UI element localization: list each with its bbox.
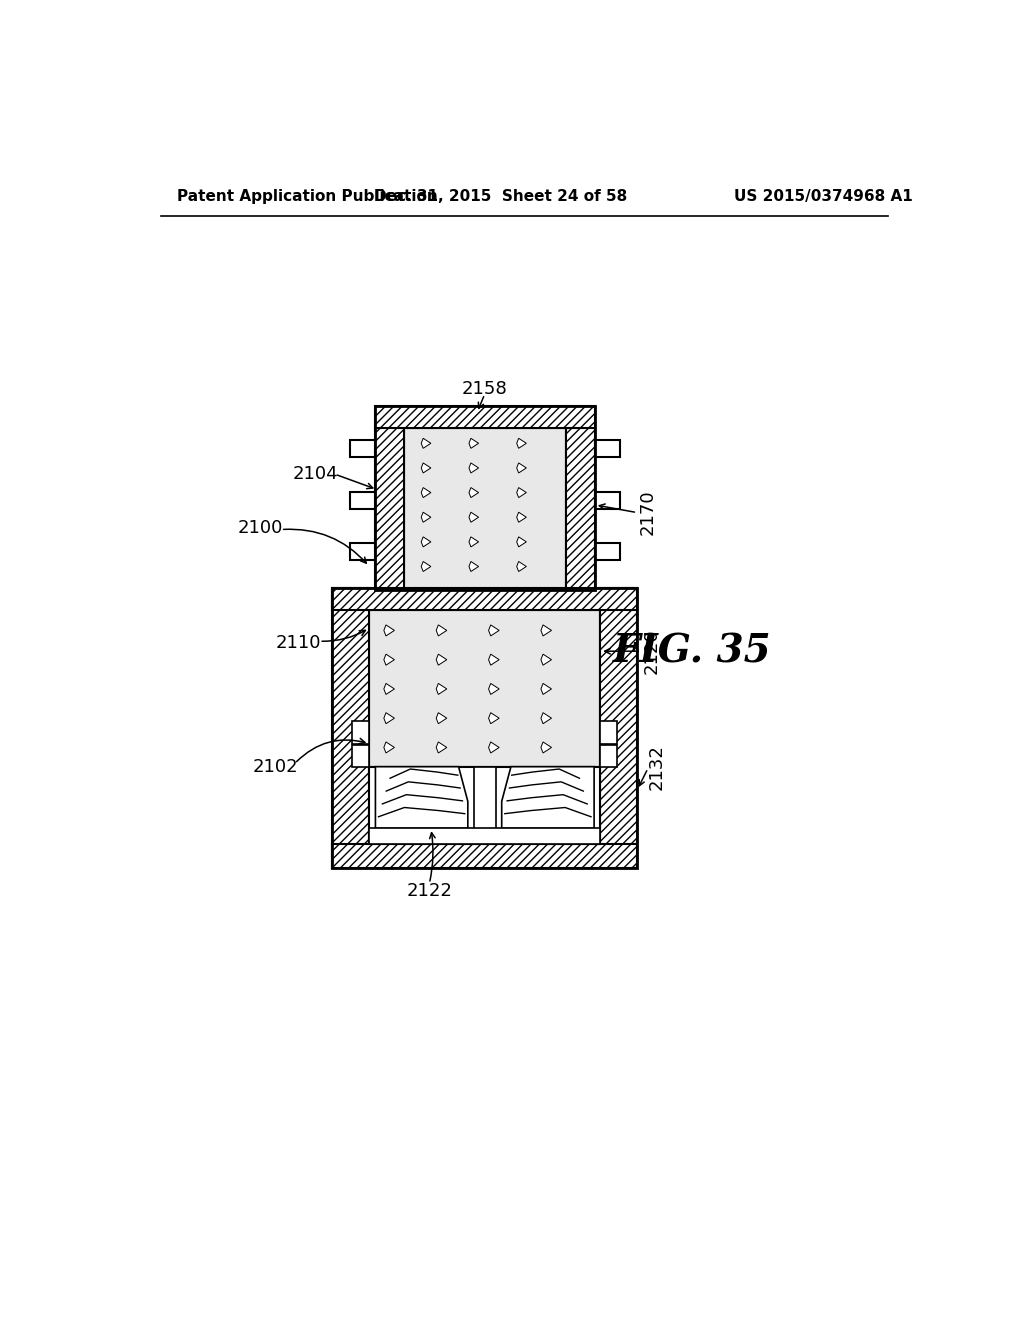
Polygon shape [421, 438, 431, 449]
Bar [352, 744, 370, 767]
Polygon shape [421, 463, 431, 473]
Polygon shape [541, 684, 552, 694]
Polygon shape [488, 713, 499, 723]
Polygon shape [469, 487, 478, 498]
Bar [333, 589, 637, 610]
Bar [350, 492, 375, 508]
Text: Dec. 31, 2015  Sheet 24 of 58: Dec. 31, 2015 Sheet 24 of 58 [374, 189, 627, 205]
Polygon shape [469, 512, 478, 523]
Bar [595, 544, 620, 561]
Text: 2102: 2102 [253, 758, 298, 776]
Bar [370, 767, 600, 843]
Bar [600, 721, 617, 743]
Bar [370, 610, 600, 767]
Polygon shape [488, 655, 499, 665]
Polygon shape [541, 624, 552, 636]
Text: 2170: 2170 [639, 490, 656, 536]
Polygon shape [517, 512, 526, 523]
Bar [352, 721, 370, 743]
Polygon shape [541, 655, 552, 665]
Polygon shape [488, 742, 499, 752]
Polygon shape [469, 438, 478, 449]
Text: 2122: 2122 [407, 883, 453, 900]
Bar [600, 744, 617, 767]
Polygon shape [384, 655, 394, 665]
Polygon shape [421, 537, 431, 546]
Polygon shape [421, 512, 431, 523]
Bar [333, 589, 370, 869]
Bar [375, 407, 595, 590]
Bar [350, 441, 375, 457]
Bar [333, 589, 637, 869]
Polygon shape [436, 742, 446, 752]
Text: 2100: 2100 [238, 519, 283, 537]
Polygon shape [421, 561, 431, 572]
Polygon shape [384, 624, 394, 636]
Polygon shape [384, 713, 394, 723]
Text: 2120: 2120 [643, 628, 660, 675]
Text: Patent Application Publication: Patent Application Publication [177, 189, 437, 205]
Bar [595, 492, 620, 508]
Bar [565, 428, 595, 590]
Polygon shape [541, 713, 552, 723]
Text: FIG. 35: FIG. 35 [613, 632, 772, 671]
Bar [370, 829, 600, 843]
Text: 2132: 2132 [648, 743, 666, 789]
Bar [600, 589, 637, 869]
Polygon shape [469, 463, 478, 473]
Polygon shape [541, 742, 552, 752]
Polygon shape [436, 713, 446, 723]
Polygon shape [517, 487, 526, 498]
Polygon shape [436, 655, 446, 665]
Polygon shape [376, 767, 468, 829]
Polygon shape [436, 684, 446, 694]
Polygon shape [436, 624, 446, 636]
Text: 2110: 2110 [275, 635, 322, 652]
Polygon shape [502, 767, 594, 829]
Bar [375, 428, 403, 590]
Polygon shape [517, 561, 526, 572]
Polygon shape [517, 537, 526, 546]
Text: 2158: 2158 [462, 380, 508, 399]
Polygon shape [469, 537, 478, 546]
Bar [350, 544, 375, 561]
Bar [375, 407, 595, 428]
Polygon shape [469, 561, 478, 572]
Polygon shape [488, 624, 499, 636]
Polygon shape [517, 463, 526, 473]
Polygon shape [384, 684, 394, 694]
Polygon shape [421, 487, 431, 498]
Bar [595, 441, 620, 457]
Polygon shape [384, 742, 394, 752]
Text: 2104: 2104 [293, 465, 338, 483]
Text: US 2015/0374968 A1: US 2015/0374968 A1 [734, 189, 913, 205]
Polygon shape [517, 438, 526, 449]
Bar [333, 843, 637, 869]
Bar [474, 767, 496, 843]
Bar [403, 428, 565, 590]
Polygon shape [488, 684, 499, 694]
